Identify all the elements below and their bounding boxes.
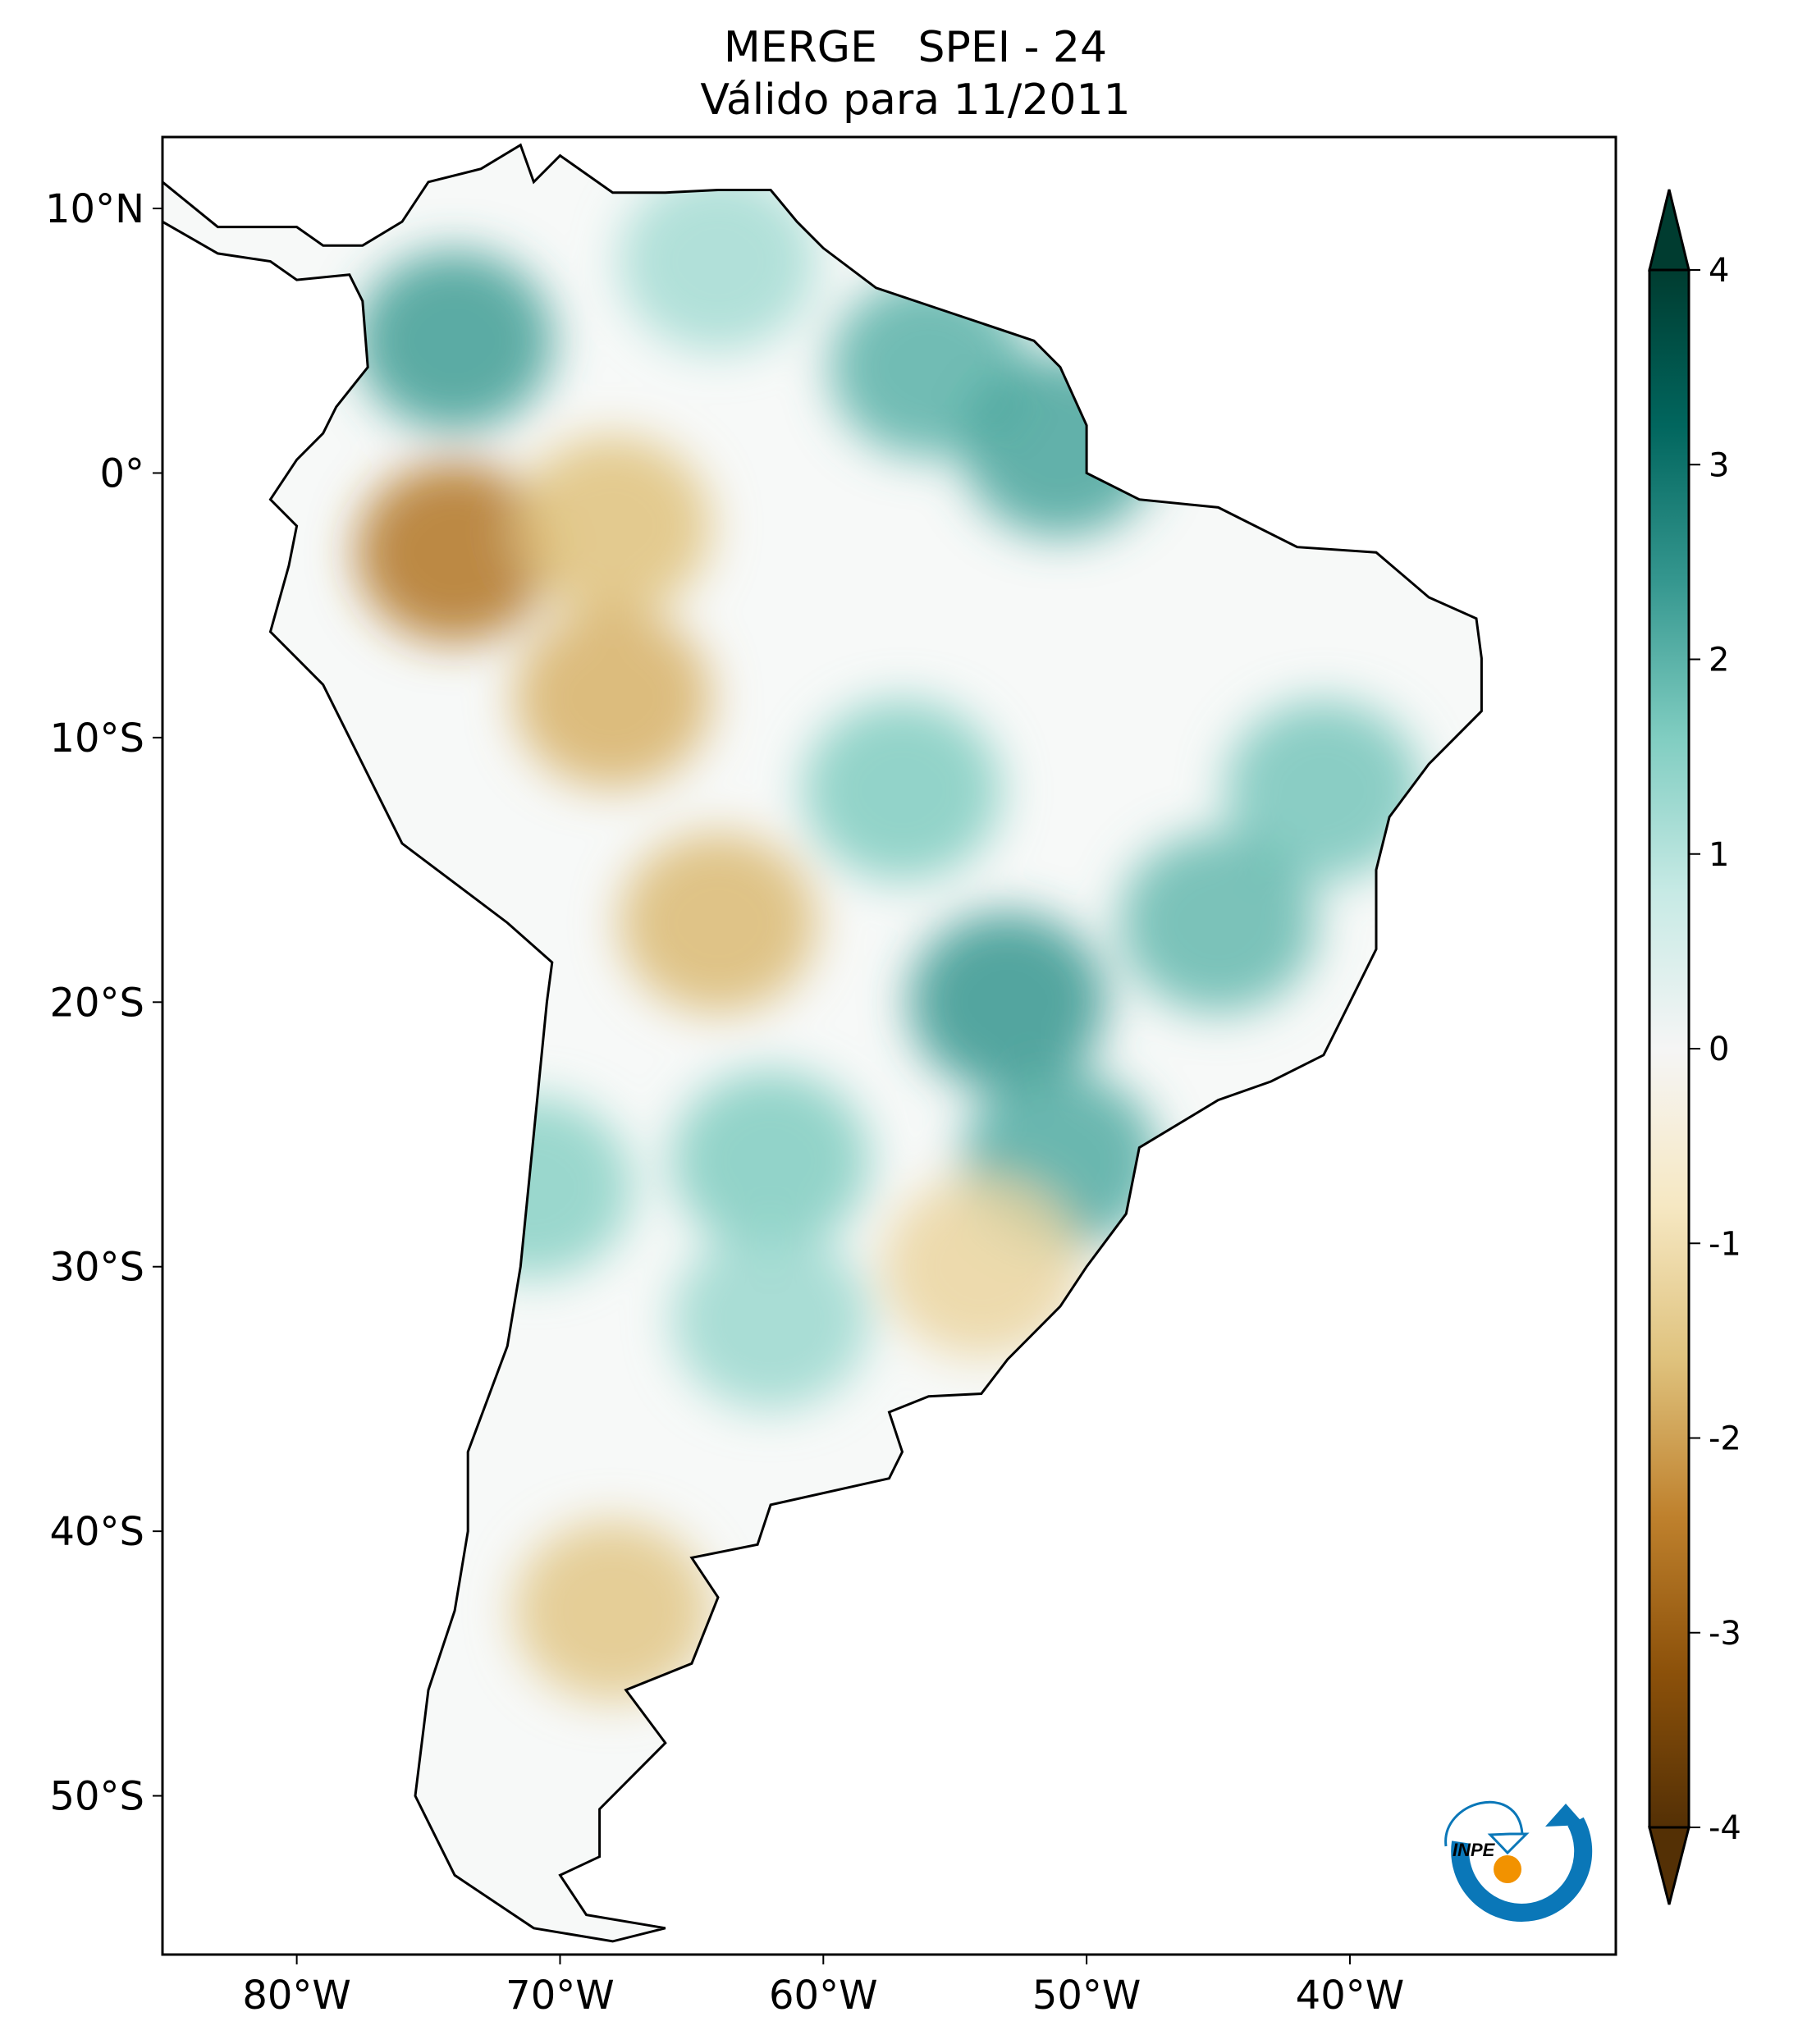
y-tick-label: 10°N	[45, 186, 144, 232]
anomaly-region	[619, 171, 817, 352]
colorbar-tick-label: -4	[1709, 1809, 1741, 1847]
logo-text: INPE	[1453, 1840, 1496, 1860]
colorbar-gradient	[1648, 268, 1690, 1829]
y-tick-label: 30°S	[49, 1245, 144, 1291]
anomaly-region	[514, 1520, 711, 1701]
anomaly-region	[672, 1070, 870, 1251]
y-tick-label: 20°S	[49, 980, 144, 1026]
colorbar-extend-min	[1648, 1826, 1690, 1905]
map-frame	[161, 135, 1617, 1956]
y-tick-label: 40°S	[49, 1509, 144, 1555]
x-tick-label: 70°W	[506, 1973, 615, 2019]
anomaly-region	[882, 1176, 1080, 1357]
x-tick-label: 60°W	[769, 1973, 878, 2019]
x-tick-label: 40°W	[1296, 1973, 1405, 2019]
anomaly-region	[908, 912, 1106, 1093]
anomaly-region	[1224, 700, 1422, 881]
colorbar-tick-label: -2	[1709, 1420, 1741, 1458]
colorbar-extend-max	[1648, 189, 1690, 272]
coastline	[161, 143, 1483, 1943]
colorbar-tick-label: 3	[1709, 446, 1729, 484]
chart-subtitle: Válido para 11/2011	[700, 75, 1131, 125]
chart-title: MERGE SPEI - 24	[723, 23, 1108, 72]
anomaly-region	[514, 435, 711, 616]
colorbar-tick-label: 4	[1709, 252, 1729, 290]
y-tick-label: 0°	[99, 450, 144, 496]
anomaly-region	[619, 832, 817, 1013]
inpe-logo: INPE	[1444, 1800, 1593, 1922]
anomaly-region	[672, 1229, 870, 1411]
land-fill	[162, 144, 1482, 1941]
land-layer	[161, 143, 1483, 1943]
anomaly-region	[514, 607, 711, 789]
x-tick-label: 50°W	[1032, 1973, 1141, 2019]
colorbar-tick-label: -3	[1709, 1615, 1741, 1653]
y-tick-label: 50°S	[49, 1774, 144, 1820]
anomaly-region	[356, 250, 554, 432]
x-tick-label: 80°W	[242, 1973, 351, 2019]
colorbar-tick-label: 0	[1709, 1031, 1729, 1068]
colorbar: 4 3 2 1 0 -1 -2 -3 -4	[1648, 189, 1741, 1905]
anomaly-region	[803, 700, 1001, 881]
anomaly-region	[962, 356, 1160, 537]
anomaly-region	[1119, 832, 1317, 1013]
y-tick-label: 10°S	[49, 716, 144, 761]
colorbar-tick-label: -1	[1709, 1225, 1741, 1263]
colorbar-tick-label: 1	[1709, 836, 1729, 874]
anomaly-region	[356, 462, 554, 643]
colorbar-tick-label: 2	[1709, 642, 1729, 679]
